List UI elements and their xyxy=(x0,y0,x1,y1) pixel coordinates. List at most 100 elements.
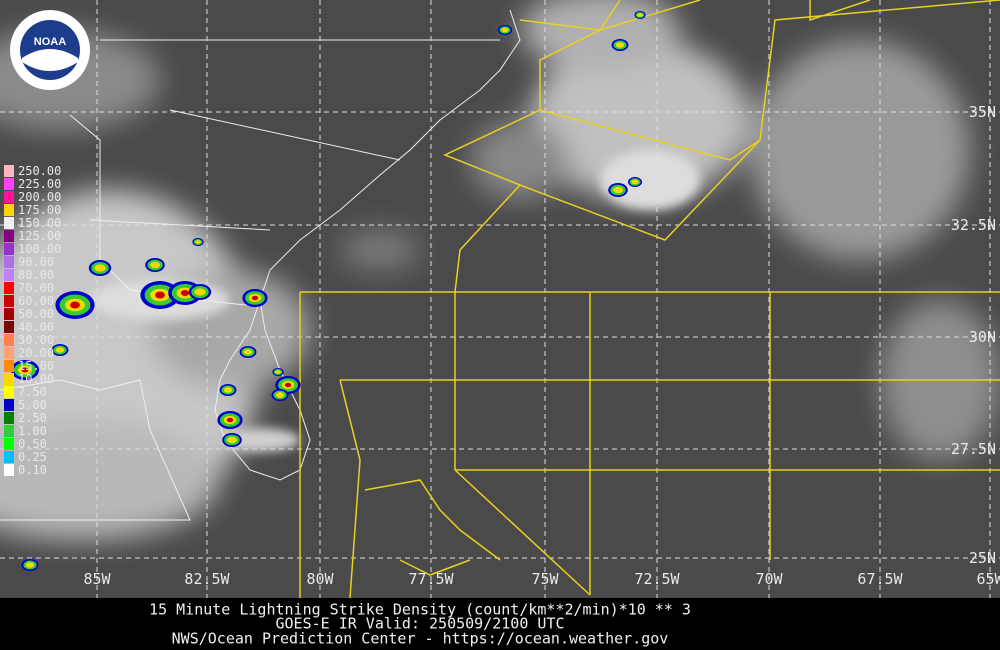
legend-swatch xyxy=(4,295,14,307)
legend-swatch xyxy=(4,243,14,255)
clouds xyxy=(0,0,1000,540)
legend-label: 2.50 xyxy=(18,411,47,425)
strike-inner xyxy=(615,42,625,48)
legend-swatch xyxy=(4,165,14,177)
legend-swatch xyxy=(4,464,14,476)
legend-swatch xyxy=(4,425,14,437)
coastlines xyxy=(0,9,521,521)
longitude-label: 85W xyxy=(83,570,111,588)
strike-inner xyxy=(631,179,639,185)
legend-swatch xyxy=(4,412,14,424)
latitude-label: 25N xyxy=(969,549,996,567)
strike-core xyxy=(21,367,29,373)
legend-swatch xyxy=(4,204,14,216)
strike-core xyxy=(284,382,292,388)
legend-label: 150.00 xyxy=(18,216,61,230)
longitude-label: 67.5W xyxy=(857,570,903,588)
longitude-label: 72.5W xyxy=(634,570,680,588)
strike-inner xyxy=(25,562,35,568)
strike-inner xyxy=(275,392,285,398)
legend-label: 7.50 xyxy=(18,385,47,399)
legend-label: 20.00 xyxy=(18,346,54,360)
strike-core xyxy=(251,295,259,301)
longitude-label: 82.5W xyxy=(184,570,230,588)
strike-inner xyxy=(194,288,206,296)
logo-text: NOAA xyxy=(34,36,66,48)
legend-label: 10.00 xyxy=(18,372,54,386)
graticule xyxy=(0,0,1000,598)
strike-inner xyxy=(195,240,201,244)
longitude-label: 80W xyxy=(306,570,334,588)
strike-inner xyxy=(150,261,160,269)
legend-label: 1.00 xyxy=(18,424,47,438)
zone-boundaries xyxy=(299,0,1000,599)
strike-inner xyxy=(613,186,623,194)
longitude-labels: 85W 82.5W 80W 77.5W 75W 72.5W 70W 67.5W 65W xyxy=(83,570,1000,588)
legend-swatch xyxy=(4,438,14,450)
legend-swatch xyxy=(4,178,14,190)
legend-swatch xyxy=(4,282,14,294)
legend-label: 30.00 xyxy=(18,333,54,347)
latitude-labels: 35N 32.5N 30N 27.5N 25N xyxy=(951,103,996,567)
legend-swatch xyxy=(4,386,14,398)
latitude-label: 30N xyxy=(969,328,996,346)
latitude-label: 27.5N xyxy=(951,440,996,458)
legend-label: 200.00 xyxy=(18,190,61,204)
longitude-label: 70W xyxy=(755,570,783,588)
strike-core xyxy=(180,290,190,296)
caption-bar xyxy=(0,598,1000,650)
strike-inner xyxy=(637,13,643,17)
legend-label: 5.00 xyxy=(18,398,47,412)
caption-source: NWS/Ocean Prediction Center - https://oc… xyxy=(172,630,669,648)
legend-label: 0.25 xyxy=(18,450,47,464)
legend-swatch xyxy=(4,191,14,203)
legend-label: 60.00 xyxy=(18,294,54,308)
legend-label: 125.00 xyxy=(18,229,61,243)
legend-swatch xyxy=(4,360,14,372)
legend-label: 90.00 xyxy=(18,255,54,269)
caption-valid: GOES-E IR Valid: 250509/2100 UTC xyxy=(276,615,565,633)
legend-label: 0.50 xyxy=(18,437,47,451)
legend-swatch xyxy=(4,334,14,346)
legend-swatch xyxy=(4,217,14,229)
longitude-label: 77.5W xyxy=(408,570,454,588)
caption-title: 15 Minute Lightning Strike Density (coun… xyxy=(149,601,691,619)
strike-inner xyxy=(227,436,237,444)
strike-inner xyxy=(275,370,281,374)
longitude-label: 65W xyxy=(976,570,1000,588)
legend-label: 250.00 xyxy=(18,164,61,178)
strike-inner xyxy=(501,27,509,33)
legend-label: 175.00 xyxy=(18,203,61,217)
legend-label: 40.00 xyxy=(18,320,54,334)
legend-label: 80.00 xyxy=(18,268,54,282)
latitude-label: 32.5N xyxy=(951,216,996,234)
legend-swatch xyxy=(4,373,14,385)
legend-swatch xyxy=(4,451,14,463)
legend-label: 70.00 xyxy=(18,281,54,295)
legend-label: 100.00 xyxy=(18,242,61,256)
legend-swatch xyxy=(4,347,14,359)
lightning-cells xyxy=(11,11,646,571)
legend-label: 225.00 xyxy=(18,177,61,191)
strike-inner xyxy=(243,349,253,355)
strike-inner xyxy=(94,264,106,272)
strike-inner xyxy=(223,387,233,393)
strike-core xyxy=(226,417,234,423)
legend-label: 50.00 xyxy=(18,307,54,321)
noaa-logo: NOAA xyxy=(10,10,90,90)
legend-swatch xyxy=(4,256,14,268)
legend-label: 0.10 xyxy=(18,463,47,477)
legend-swatch xyxy=(4,230,14,242)
legend-swatch xyxy=(4,321,14,333)
legend-swatch xyxy=(4,399,14,411)
strike-inner xyxy=(55,347,65,353)
legend-swatch xyxy=(4,308,14,320)
legend-label: 15.00 xyxy=(18,359,54,373)
latitude-label: 35N xyxy=(969,103,996,121)
strike-core xyxy=(70,301,80,309)
strike-core xyxy=(155,291,165,299)
legend: 250.00225.00200.00175.00150.00125.00100.… xyxy=(4,164,61,477)
legend-swatch xyxy=(4,269,14,281)
